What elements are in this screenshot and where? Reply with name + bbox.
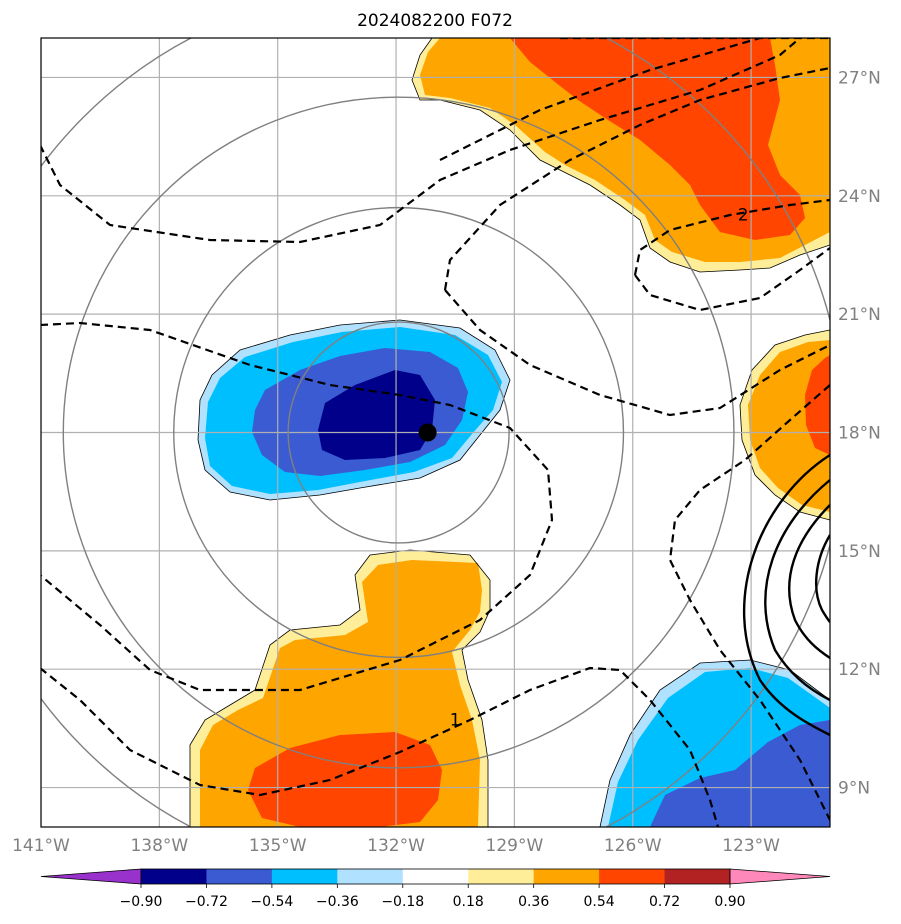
lon-tick-label-6: 123°W: [722, 836, 780, 856]
range-ring-0: [287, 321, 510, 544]
lat-tick-label-1: 12°N: [838, 660, 881, 680]
dashed-contour-south: [41, 666, 720, 827]
map-frame: [40, 37, 831, 828]
lat-lon-grid: [41, 38, 830, 827]
colorbar-frame: [140, 868, 731, 885]
outline-ne: [411, 38, 830, 273]
lat-tick-label-6: 27°N: [838, 68, 881, 88]
colorbar-label-1: −0.72: [185, 894, 228, 910]
colorbar-segment-7: [599, 869, 666, 884]
longitude-labels: 141°W 138°W 135°W 132°W 129°W 126°W 123°W: [12, 836, 780, 856]
dashed-contour-layer: [41, 38, 830, 827]
colorbar-segment-0: [141, 869, 207, 884]
solid-contour-2: [764, 479, 830, 702]
lon-tick-label-1: 138°W: [130, 836, 188, 856]
solid-contour-3: [788, 504, 830, 659]
colorbar-segment-2: [271, 869, 338, 884]
lat-tick-label-3: 18°N: [838, 424, 881, 444]
range-rings: [41, 38, 830, 827]
colorbar-label-8: 0.72: [649, 894, 680, 910]
colorbar-segment-6: [533, 869, 600, 884]
outline-e: [739, 329, 830, 521]
solid-contour-1: [742, 453, 830, 737]
colorbar-label-7: 0.54: [584, 894, 615, 910]
colorbar-label-3: −0.36: [316, 894, 359, 910]
dashed-contour-mid: [444, 289, 830, 417]
outline-s: [189, 549, 491, 827]
colorbar-segment-8: [664, 869, 731, 884]
colorbar-segment-3: [337, 869, 404, 884]
storm-center-marker: [418, 423, 437, 442]
colorbar-label-5: 0.18: [453, 894, 484, 910]
range-ring-1: [173, 206, 625, 659]
dashed-contour-ring-2: [633, 198, 830, 312]
solid-contour-4: [814, 534, 830, 623]
dashed-contour-west: [41, 321, 554, 692]
colorbar-label-2: −0.54: [250, 894, 293, 910]
lat-tick-label-2: 15°N: [838, 542, 881, 562]
colorbar-label-6: 0.36: [518, 894, 549, 910]
contour-labels: 21: [450, 206, 749, 731]
lon-tick-label-0: 141°W: [12, 836, 70, 856]
anomaly-fill-neg-090: [318, 370, 435, 460]
solid-contour-layer: [742, 453, 830, 737]
lat-tick-label-5: 24°N: [838, 187, 881, 207]
anomaly-fill-neg-072-se: [650, 720, 830, 827]
latitude-labels: 9°N 12°N 15°N 18°N 21°N 24°N 27°N: [838, 68, 881, 798]
dashed-contour-ne-2: [41, 38, 801, 244]
map-panel: 21: [40, 37, 831, 828]
range-ring-2: [62, 96, 735, 769]
lon-tick-label-2: 135°W: [249, 836, 307, 856]
lon-tick-label-4: 129°W: [486, 836, 544, 856]
anomaly-fill-pos-072-e: [805, 355, 830, 455]
filled-anomaly-layer: [190, 38, 830, 827]
anomaly-outline-layer: [189, 38, 830, 827]
colorbar-segment-4: [402, 869, 469, 884]
outline-center: [197, 319, 511, 501]
anomaly-fill-pos-072-ne: [510, 38, 805, 240]
lon-tick-label-3: 132°W: [367, 836, 425, 856]
colorbar-label-0: −0.90: [120, 894, 163, 910]
colorbar-segment-5: [468, 869, 535, 884]
outline-se: [599, 659, 830, 827]
colorbar-segment-1: [206, 869, 273, 884]
colorbar-extend-low: [40, 868, 142, 885]
contour-label-0: 2: [738, 206, 749, 226]
dashed-contour-ne-3: [443, 66, 830, 291]
lat-tick-label-0: 9°N: [838, 779, 870, 799]
colorbar-extend-high: [729, 868, 831, 885]
contour-label-1: 1: [450, 710, 461, 730]
colorbar-label-9: 0.90: [714, 894, 745, 910]
colorbar: −0.90 −0.72 −0.54 −0.36 −0.18 0.18 0.36 0.54 0.7…: [40, 868, 831, 910]
figure-title: 2024082200 F072: [357, 11, 513, 31]
anomaly-fill-pos-072-s: [248, 732, 442, 827]
lat-tick-label-4: 21°N: [838, 305, 881, 325]
dashed-contour-east: [668, 384, 830, 821]
lon-tick-label-5: 126°W: [604, 836, 662, 856]
colorbar-label-4: −0.18: [381, 894, 424, 910]
dashed-contour-ne-1: [439, 38, 830, 161]
